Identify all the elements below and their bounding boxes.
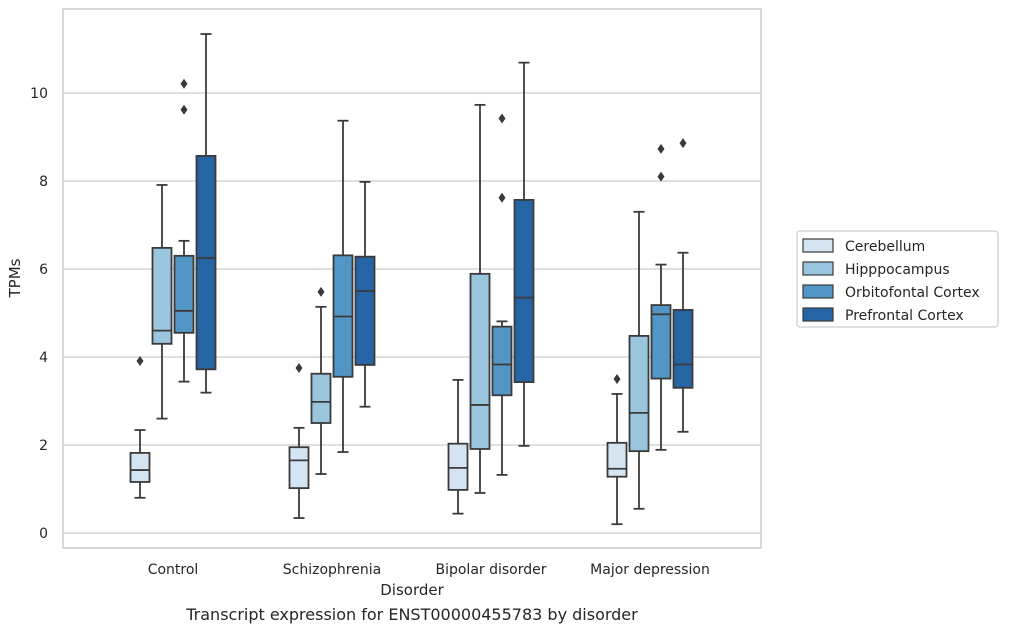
legend-swatch — [802, 261, 834, 276]
outlier-point — [136, 355, 144, 366]
box-0-3 — [606, 374, 628, 526]
y-axis-label: TPMs — [6, 258, 24, 298]
outlier-point — [295, 363, 303, 373]
box-2-2 — [491, 113, 513, 476]
outlier-point — [180, 104, 188, 115]
iqr-box — [310, 372, 332, 424]
outlier-point — [498, 113, 506, 124]
iqr-box — [469, 272, 491, 450]
outlier-point — [657, 143, 665, 154]
x-axis-label: Disorder — [380, 581, 444, 599]
iqr-box — [628, 334, 650, 453]
y-tick-label: 6 — [39, 262, 48, 278]
figure-caption: Transcript expression for ENST0000045578… — [186, 605, 638, 624]
iqr-box — [129, 452, 151, 483]
box-3-3 — [672, 138, 694, 433]
outlier-point — [657, 171, 665, 182]
iqr-box — [650, 304, 672, 380]
legend-swatch — [802, 307, 834, 322]
x-tick-labels: Control Schizophrenia Bipolar disorder Majo… — [148, 562, 710, 578]
y-tick-label: 4 — [39, 350, 48, 366]
box-2-0 — [173, 78, 195, 383]
box-3-1 — [354, 180, 376, 408]
y-tick-labels: 0 2 4 6 8 10 — [30, 86, 48, 542]
outlier-point — [180, 78, 188, 89]
box-0-0 — [129, 355, 151, 499]
box-1-3 — [628, 210, 650, 510]
box-3-0 — [195, 33, 217, 394]
iqr-box — [672, 309, 694, 389]
iqr-box — [491, 325, 513, 397]
iqr-box — [195, 155, 217, 371]
legend-label: Hipppocampus — [845, 262, 950, 278]
x-tick-label: Bipolar disorder — [435, 562, 546, 578]
box-0-1 — [288, 363, 310, 519]
iqr-box — [173, 254, 195, 334]
outlier-point — [498, 192, 506, 203]
legend: Cerebellum Hipppocampus Orbitofontal Corte… — [796, 230, 999, 328]
y-tick-label: 8 — [39, 174, 48, 190]
iqr-box — [513, 199, 535, 383]
box-0-2 — [447, 378, 469, 515]
legend-label: Cerebellum — [845, 239, 925, 255]
y-tick-label: 0 — [39, 526, 48, 542]
box-3-2 — [513, 61, 535, 447]
legend-box — [796, 230, 999, 328]
legend-swatch — [802, 284, 834, 299]
x-tick-label: Control — [148, 562, 199, 578]
outlier-point — [679, 138, 687, 149]
box-2-3 — [650, 143, 672, 451]
y-tick-label: 10 — [30, 86, 48, 102]
box-groups — [129, 33, 694, 526]
x-tick-label: Schizophrenia — [283, 562, 381, 578]
legend-label: Orbitofontal Cortex — [845, 285, 980, 301]
y-tick-label: 2 — [39, 438, 48, 454]
box-2-1 — [332, 119, 354, 453]
box-1-1 — [310, 286, 332, 475]
iqr-box — [151, 246, 173, 345]
plot-frame — [62, 8, 762, 549]
outlier-point — [613, 374, 621, 384]
outlier-point — [317, 286, 325, 297]
box-1-2 — [469, 103, 491, 494]
iqr-box — [447, 442, 469, 491]
legend-label: Prefrontal Cortex — [845, 308, 964, 324]
legend-swatch — [802, 238, 834, 253]
iqr-box — [288, 446, 310, 490]
iqr-box — [354, 255, 376, 366]
box-1-0 — [151, 184, 173, 420]
iqr-box — [606, 441, 628, 478]
x-tick-label: Major depression — [590, 562, 710, 578]
